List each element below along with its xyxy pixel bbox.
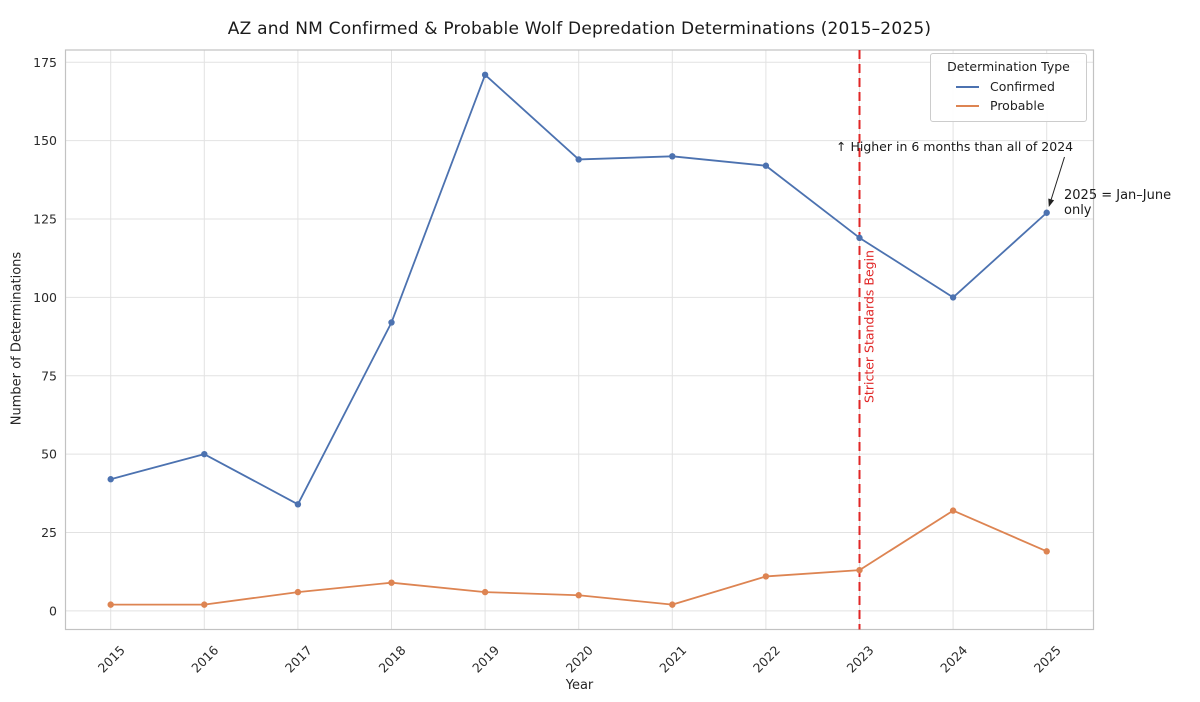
plot-border — [64, 49, 1095, 631]
confirmed-marker — [388, 319, 395, 326]
y-tick-label: 75 — [41, 368, 57, 383]
y-tick-label: 175 — [33, 55, 57, 70]
x-tick-label: 2021 — [656, 643, 689, 676]
x-tick-label: 2017 — [282, 643, 315, 676]
legend-item-label: Confirmed — [990, 79, 1055, 94]
annotation-higher-note: ↑ Higher in 6 months than all of 2024 — [836, 139, 1074, 154]
y-tick-label: 0 — [49, 603, 57, 618]
annotation-partial-year-note: 2025 = Jan–June only — [1064, 188, 1172, 218]
legend-item-confirmed: Confirmed — [939, 77, 1078, 96]
confirmed-marker — [1043, 209, 1050, 216]
legend-swatch-confirmed — [956, 85, 979, 88]
confirmed-marker — [856, 234, 863, 242]
x-tick-label: 2018 — [376, 642, 409, 675]
y-tick-label: 100 — [33, 290, 57, 305]
legend-title: Determination Type — [947, 59, 1070, 74]
x-axis-label: Year — [565, 678, 594, 693]
x-tick-label: 2023 — [844, 643, 877, 676]
x-tick-label: 2022 — [750, 643, 783, 676]
probable-marker — [949, 507, 957, 514]
probable-marker — [481, 588, 489, 596]
annotation-arrowhead — [1048, 198, 1055, 207]
probable-marker — [856, 566, 863, 574]
confirmed-marker — [669, 153, 676, 160]
y-tick-label: 150 — [33, 133, 57, 148]
probable-marker — [669, 601, 676, 608]
y-axis-label: Number of Determinations — [9, 251, 25, 426]
legend-item-probable: Probable — [939, 96, 1078, 115]
y-tick-label: 50 — [41, 447, 57, 462]
x-tick-label: 2016 — [188, 642, 221, 675]
probable-marker — [762, 573, 770, 580]
probable-marker — [1043, 548, 1050, 555]
confirmed-marker — [949, 294, 957, 301]
confirmed-marker — [481, 71, 489, 79]
confirmed-marker — [201, 450, 208, 458]
x-tick-label: 2025 — [1031, 643, 1064, 676]
legend-item-label: Probable — [990, 98, 1045, 113]
y-tick-label: 25 — [41, 525, 57, 540]
chart-title: AZ and NM Confirmed & Probable Wolf Depr… — [227, 19, 932, 39]
probable-marker — [575, 592, 582, 599]
probable-marker — [107, 601, 114, 608]
x-tick-label: 2020 — [563, 642, 596, 675]
annotation-arrow — [1050, 156, 1065, 200]
x-tick-label: 2015 — [95, 643, 128, 676]
confirmed-marker — [762, 162, 770, 169]
x-tick-label: 2019 — [469, 642, 502, 675]
legend: Determination Type Confirmed Probable — [930, 53, 1087, 122]
probable-marker — [388, 579, 395, 586]
x-tick-label: 2024 — [937, 642, 970, 675]
vline-label: Stricter Standards Begin — [861, 250, 877, 403]
legend-swatch-probable — [956, 104, 979, 107]
y-tick-label: 125 — [33, 212, 57, 227]
confirmed-marker — [107, 476, 114, 483]
confirmed-marker — [294, 501, 302, 508]
probable-marker — [201, 601, 208, 608]
probable-marker — [294, 588, 302, 596]
confirmed-marker — [575, 156, 582, 163]
